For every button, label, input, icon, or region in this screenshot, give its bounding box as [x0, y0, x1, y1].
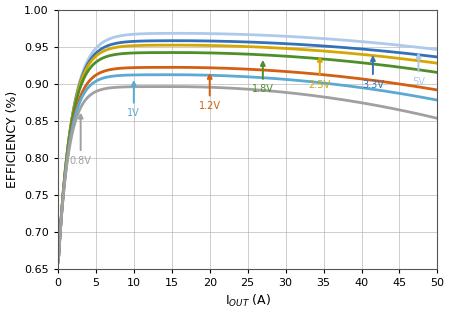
- Text: 1.2V: 1.2V: [199, 75, 220, 111]
- Text: 2.5V: 2.5V: [309, 58, 331, 90]
- Text: 1.8V: 1.8V: [252, 62, 274, 94]
- X-axis label: I$_{OUT}$ (A): I$_{OUT}$ (A): [225, 293, 270, 309]
- Text: 1V: 1V: [127, 82, 140, 118]
- Text: 5V: 5V: [412, 54, 425, 87]
- Y-axis label: EFFICIENCY (%): EFFICIENCY (%): [5, 90, 18, 188]
- Text: 0.8V: 0.8V: [70, 115, 92, 166]
- Text: 3.3V: 3.3V: [362, 57, 384, 90]
